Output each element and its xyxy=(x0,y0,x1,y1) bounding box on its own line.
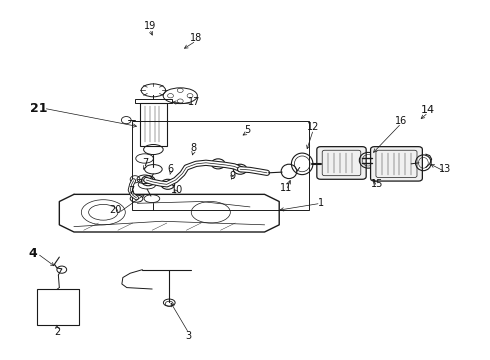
FancyBboxPatch shape xyxy=(370,147,422,181)
Text: 4: 4 xyxy=(28,247,37,260)
Bar xyxy=(135,99,172,103)
Bar xyxy=(132,121,309,211)
Bar xyxy=(37,289,79,325)
Text: 6: 6 xyxy=(168,164,174,174)
Text: 13: 13 xyxy=(439,164,451,174)
Text: 2: 2 xyxy=(54,327,60,337)
Text: 5: 5 xyxy=(245,125,250,135)
FancyBboxPatch shape xyxy=(317,147,366,179)
Text: 18: 18 xyxy=(190,33,202,43)
Text: 21: 21 xyxy=(30,102,48,115)
Text: 11: 11 xyxy=(280,183,293,193)
Text: 1: 1 xyxy=(318,198,324,208)
Text: 9: 9 xyxy=(230,171,236,181)
Text: 19: 19 xyxy=(144,21,156,31)
Bar xyxy=(140,103,167,146)
Text: 16: 16 xyxy=(395,116,408,126)
Text: 17: 17 xyxy=(188,97,200,107)
Text: 12: 12 xyxy=(307,122,319,132)
Text: 10: 10 xyxy=(171,185,183,195)
Text: 3: 3 xyxy=(186,331,192,341)
Text: 20: 20 xyxy=(109,206,122,216)
Text: 7: 7 xyxy=(128,186,135,197)
Text: 15: 15 xyxy=(371,179,383,189)
Text: 8: 8 xyxy=(191,143,197,153)
Text: 7: 7 xyxy=(142,158,148,168)
Text: 14: 14 xyxy=(421,105,435,115)
